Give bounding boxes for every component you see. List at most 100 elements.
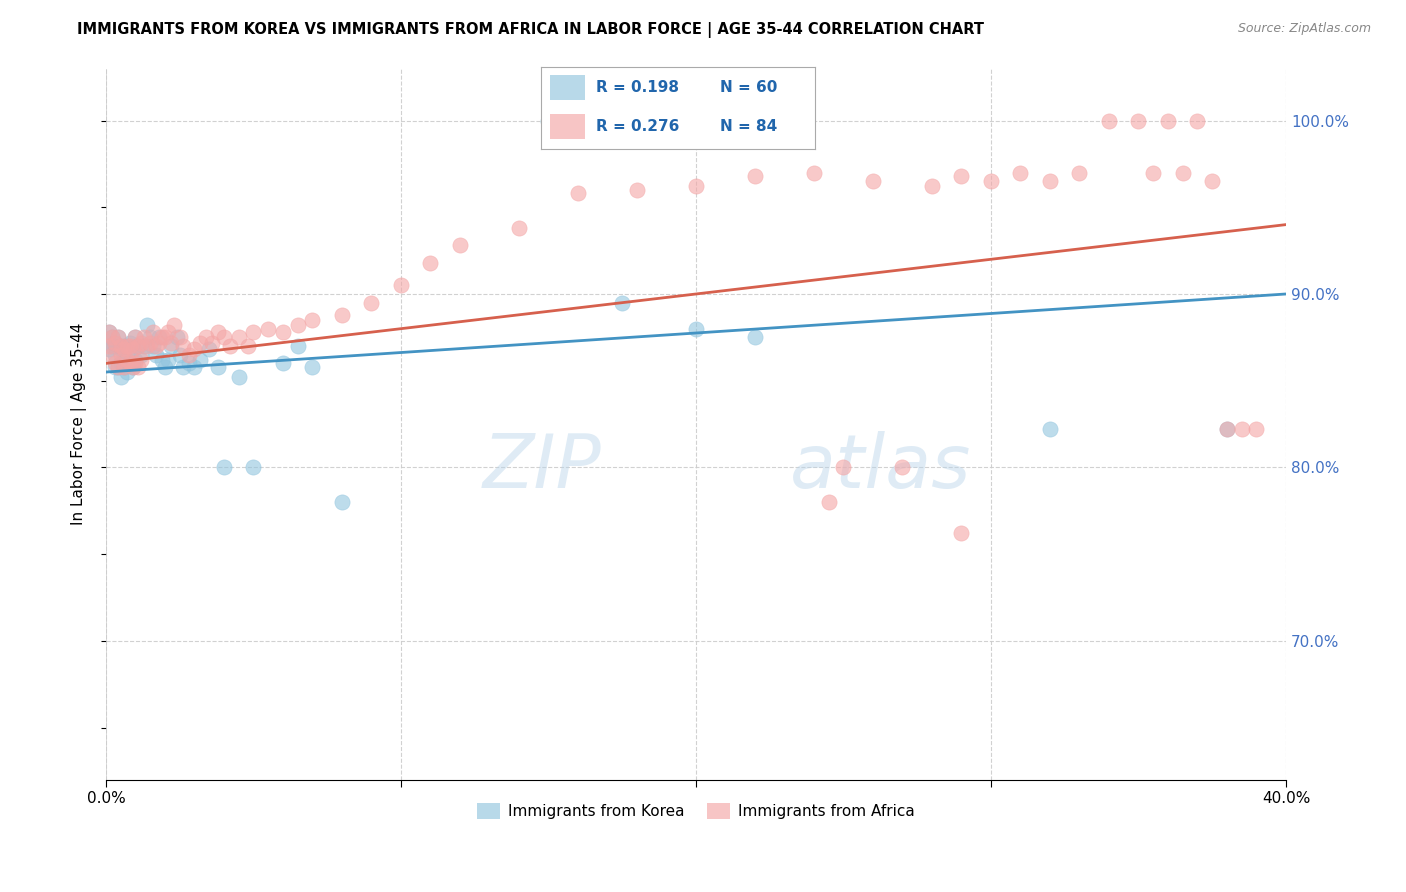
Point [626,183,648,197]
Point [142,339,165,353]
Point [169,330,191,344]
Point [107,359,129,374]
Point [190,352,212,367]
Point [1128,113,1150,128]
Point [1142,165,1164,179]
Point [891,460,914,475]
Point [537,113,560,128]
Point [118,339,141,353]
Point [685,179,707,194]
Point [124,330,146,344]
Point [150,330,173,344]
Point [567,186,589,201]
Point [121,359,143,374]
Point [156,325,179,339]
Point [115,352,138,367]
Point [150,352,173,367]
Point [104,359,127,374]
Point [271,356,294,370]
Point [112,352,135,367]
Point [862,174,884,188]
Point [219,339,242,353]
Point [127,359,149,374]
Point [172,339,194,353]
Point [97,343,120,357]
Point [257,321,280,335]
Point [101,339,124,353]
Point [142,325,165,339]
Point [183,343,205,357]
Point [1187,113,1209,128]
Text: R = 0.198: R = 0.198 [596,80,679,95]
Y-axis label: In Labor Force | Age 35-44: In Labor Force | Age 35-44 [72,323,87,525]
Text: Source: ZipAtlas.com: Source: ZipAtlas.com [1237,22,1371,36]
Point [1216,422,1239,436]
Point [212,460,235,475]
Point [207,325,229,339]
Point [134,330,156,344]
FancyBboxPatch shape [550,75,585,100]
Text: IMMIGRANTS FROM KOREA VS IMMIGRANTS FROM AFRICA IN LABOR FORCE | AGE 35-44 CORRE: IMMIGRANTS FROM KOREA VS IMMIGRANTS FROM… [77,22,984,38]
Text: atlas: atlas [790,431,972,503]
Point [124,330,146,344]
Point [1246,422,1268,436]
Point [177,348,200,362]
Point [287,318,309,333]
Point [97,339,120,353]
Point [744,330,766,344]
Point [121,343,143,357]
Point [1157,113,1180,128]
Point [115,339,138,353]
Point [145,339,167,353]
Point [110,339,132,353]
Point [131,352,153,367]
Point [107,339,129,353]
Point [228,330,250,344]
Point [242,460,264,475]
Point [112,359,135,374]
Point [803,165,825,179]
Point [236,339,259,353]
Point [212,330,235,344]
Point [166,330,188,344]
Point [389,278,412,293]
Point [817,495,839,509]
Point [207,359,229,374]
Point [107,330,129,344]
Point [148,335,170,350]
Point [183,359,205,374]
Point [360,295,382,310]
Point [169,348,191,362]
Point [112,343,135,357]
Point [832,460,855,475]
Point [242,325,264,339]
Point [198,343,221,357]
Point [271,325,294,339]
Text: R = 0.276: R = 0.276 [596,120,679,135]
Point [1069,165,1091,179]
Point [148,330,170,344]
Point [980,174,1002,188]
Point [118,356,141,370]
Point [136,318,159,333]
Point [419,256,441,270]
Point [104,348,127,362]
Point [112,359,135,374]
Point [131,348,153,362]
Point [1039,174,1062,188]
Point [1171,165,1194,179]
Point [124,356,146,370]
Point [508,221,530,235]
Point [287,339,309,353]
Point [201,335,224,350]
Point [127,339,149,353]
Point [330,495,353,509]
Point [101,348,124,362]
Text: ZIP: ZIP [482,431,602,503]
Point [104,335,127,350]
FancyBboxPatch shape [550,114,585,139]
Point [153,330,176,344]
Point [160,335,183,350]
Legend: Immigrants from Korea, Immigrants from Africa: Immigrants from Korea, Immigrants from A… [471,797,921,825]
Point [101,330,124,344]
